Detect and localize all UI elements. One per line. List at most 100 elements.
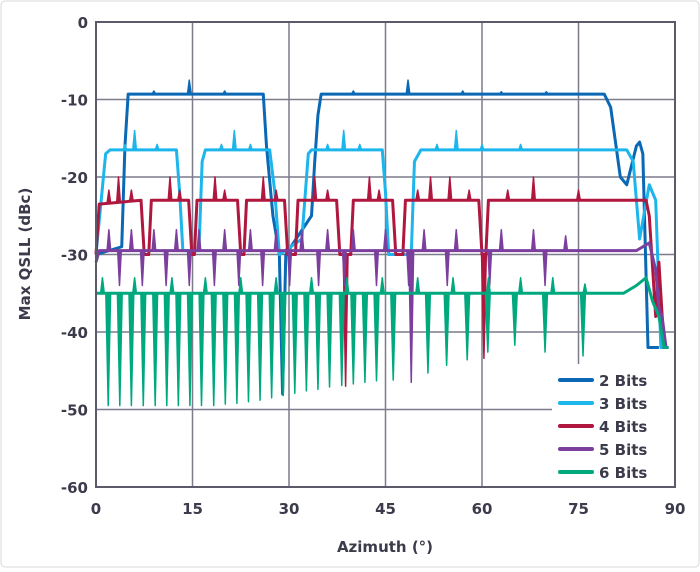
series-spike bbox=[186, 79, 192, 95]
plot-border bbox=[95, 21, 676, 488]
series-spike bbox=[163, 293, 170, 407]
series-spike bbox=[106, 228, 112, 251]
series-spike bbox=[579, 293, 587, 357]
series-spike bbox=[222, 90, 228, 95]
series-spike bbox=[443, 293, 450, 367]
x-tick-label: 0 bbox=[91, 500, 101, 518]
y-tick-label: -50 bbox=[61, 402, 88, 420]
series-spike bbox=[222, 293, 229, 405]
series-spike bbox=[247, 143, 253, 151]
series-spike bbox=[280, 293, 287, 397]
series-spike bbox=[350, 228, 356, 251]
series-spike bbox=[169, 277, 175, 294]
series-spike bbox=[530, 228, 537, 251]
series-spike bbox=[222, 228, 228, 251]
series-spike bbox=[163, 250, 169, 287]
series-spike bbox=[186, 293, 194, 407]
series-spike bbox=[128, 228, 134, 251]
series-spike bbox=[312, 176, 318, 201]
series-spike bbox=[128, 189, 134, 202]
series-spike bbox=[498, 91, 504, 95]
series-6-bits bbox=[96, 276, 669, 407]
series-spike bbox=[260, 250, 266, 287]
series-spike bbox=[341, 129, 347, 150]
series-spike bbox=[338, 293, 345, 387]
series-spike bbox=[273, 189, 279, 201]
series-spike bbox=[151, 90, 157, 95]
series-spike bbox=[152, 293, 159, 407]
series-spike bbox=[415, 189, 421, 201]
series-spike bbox=[511, 293, 518, 346]
series-spike bbox=[582, 283, 588, 294]
series-5-bits bbox=[94, 228, 669, 384]
series-spike bbox=[236, 250, 242, 287]
series-2-bits bbox=[95, 79, 659, 396]
series-spike bbox=[116, 250, 123, 287]
series-spike bbox=[366, 176, 372, 201]
series-spike bbox=[415, 277, 421, 294]
y-tick-label: -40 bbox=[61, 324, 88, 342]
y-tick-label: -30 bbox=[61, 247, 88, 265]
series-spike bbox=[299, 228, 305, 251]
x-tick-label: 45 bbox=[375, 500, 396, 518]
series-spike bbox=[128, 293, 135, 407]
x-tick-label: 15 bbox=[182, 500, 203, 518]
series-spike bbox=[444, 250, 450, 287]
series-spike bbox=[382, 228, 389, 251]
series-spike bbox=[115, 176, 122, 203]
series-spike bbox=[376, 189, 382, 201]
series-spike bbox=[314, 293, 322, 391]
series-spike bbox=[106, 189, 112, 204]
series-spike bbox=[122, 143, 128, 151]
series-spike bbox=[218, 143, 224, 151]
series-spike bbox=[530, 176, 537, 201]
series-spike bbox=[175, 293, 182, 407]
x-tick-label: 90 bbox=[665, 500, 686, 518]
series-spike bbox=[231, 129, 237, 150]
series-spike bbox=[379, 277, 385, 294]
series-spike bbox=[453, 129, 459, 150]
legend-label: 4 Bits bbox=[599, 418, 647, 436]
series-spike bbox=[350, 293, 357, 385]
series-spike bbox=[211, 250, 217, 287]
series-spike bbox=[268, 293, 275, 399]
series-spike bbox=[453, 228, 459, 251]
series-spike bbox=[427, 176, 434, 201]
series-spike bbox=[485, 277, 491, 294]
series-line bbox=[94, 198, 669, 349]
series-spike bbox=[173, 228, 179, 251]
series-spike bbox=[140, 293, 147, 407]
series-spike bbox=[308, 277, 315, 294]
series-spike bbox=[357, 143, 363, 151]
legend-label: 3 Bits bbox=[599, 395, 647, 413]
y-axis-title: Max QSLL (dBc) bbox=[16, 188, 34, 321]
series-spike bbox=[421, 228, 427, 251]
tick-labels: 0 15 30 45 60 75 90 0 -10 -20 -30 -40 -50 -60 bbox=[61, 14, 686, 518]
series-spike bbox=[151, 228, 157, 251]
series-spike bbox=[575, 189, 582, 201]
series-spike bbox=[326, 293, 333, 388]
series-spike bbox=[518, 277, 524, 294]
series-spike bbox=[247, 228, 253, 251]
legend-label: 2 Bits bbox=[599, 372, 647, 390]
y-tick-label: -20 bbox=[61, 169, 88, 187]
series-spike bbox=[498, 228, 504, 251]
series-spike bbox=[303, 293, 310, 392]
series-spike bbox=[450, 277, 456, 294]
series-spike bbox=[291, 293, 298, 394]
series-spike bbox=[222, 189, 228, 201]
series-spike bbox=[238, 277, 244, 294]
y-tick-label: -60 bbox=[61, 479, 88, 497]
series-spike bbox=[256, 293, 264, 401]
x-axis-title: Azimuth (°) bbox=[337, 538, 433, 556]
series-spike bbox=[202, 277, 208, 294]
series-spike bbox=[105, 293, 112, 407]
series-spike bbox=[233, 293, 241, 405]
series-spike bbox=[325, 228, 331, 251]
legend-label: 6 Bits bbox=[599, 464, 647, 482]
series-spike bbox=[464, 293, 471, 361]
series-spike bbox=[543, 91, 549, 95]
series-spike bbox=[550, 277, 556, 294]
